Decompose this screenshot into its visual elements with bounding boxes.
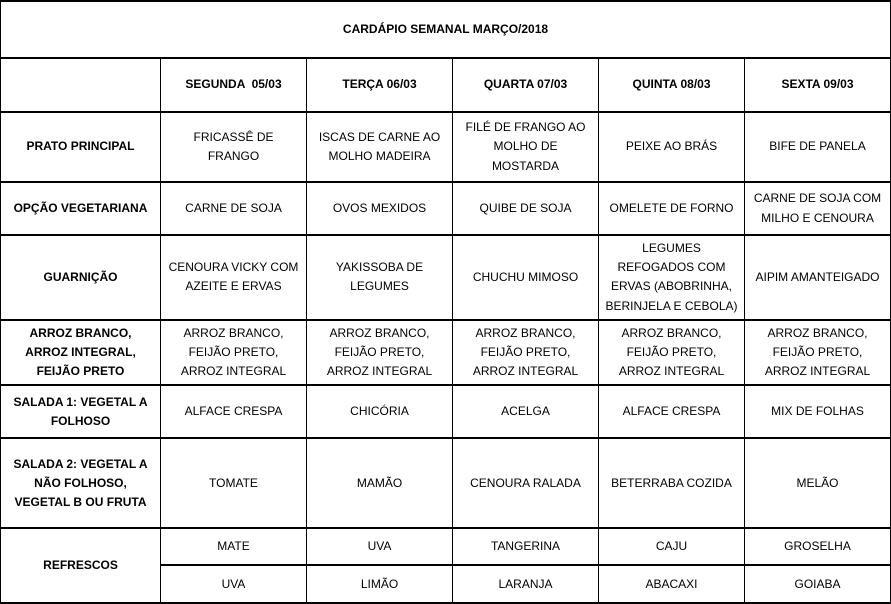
- day-header-sexta: SEXTA 09/03: [744, 57, 891, 113]
- menu-cell: ARROZ BRANCO, FEIJÃO PRETO, ARROZ INTEGR…: [306, 318, 453, 387]
- menu-cell: ARROZ BRANCO, FEIJÃO PRETO, ARROZ INTEGR…: [744, 318, 891, 387]
- row-label-opcao-vegetariana: OPÇÃO VEGETARIANA: [0, 181, 161, 236]
- menu-cell: GOIABA: [744, 564, 891, 604]
- menu-cell: LEGUMES REFOGADOS COM ERVAS (ABOBRINHA, …: [598, 234, 745, 321]
- menu-cell: MATE: [160, 527, 307, 567]
- menu-cell: ARROZ BRANCO, FEIJÃO PRETO, ARROZ INTEGR…: [160, 318, 307, 387]
- menu-cell: QUIBE DE SOJA: [452, 181, 599, 236]
- row-label-prato-principal: PRATO PRINCIPAL: [0, 111, 161, 183]
- menu-cell: CAJU: [598, 527, 745, 567]
- menu-cell: AIPIM AMANTEIGADO: [744, 234, 891, 321]
- row-label-arroz-feijao: ARROZ BRANCO, ARROZ INTEGRAL, FEIJÃO PRE…: [0, 318, 161, 387]
- menu-cell: ALFACE CRESPA: [160, 384, 307, 440]
- menu-cell: MELÃO: [744, 437, 891, 530]
- day-header-quinta: QUINTA 08/03: [598, 57, 745, 113]
- day-header-quarta: QUARTA 07/03: [452, 57, 599, 113]
- menu-cell: BIFE DE PANELA: [744, 111, 891, 183]
- menu-cell: YAKISSOBA DE LEGUMES: [306, 234, 453, 321]
- day-header-segunda: SEGUNDA 05/03: [160, 57, 307, 113]
- menu-cell: ACELGA: [452, 384, 599, 440]
- day-header-terca: TERÇA 06/03: [306, 57, 453, 113]
- menu-cell: ABACAXI: [598, 564, 745, 604]
- menu-cell: CHICÓRIA: [306, 384, 453, 440]
- menu-cell: TANGERINA: [452, 527, 599, 567]
- menu-cell: CENOURA VICKY COM AZEITE E ERVAS: [160, 234, 307, 321]
- menu-cell: CARNE DE SOJA: [160, 181, 307, 236]
- menu-cell: BETERRABA COZIDA: [598, 437, 745, 530]
- table-title: CARDÁPIO SEMANAL MARÇO/2018: [0, 0, 891, 59]
- row-label-refrescos: REFRESCOS: [0, 527, 161, 604]
- menu-cell: ALFACE CRESPA: [598, 384, 745, 440]
- menu-cell: LIMÃO: [306, 564, 453, 604]
- menu-cell: PEIXE AO BRÁS: [598, 111, 745, 183]
- menu-cell: FRICASSÊ DE FRANGO: [160, 111, 307, 183]
- menu-cell: MIX DE FOLHAS: [744, 384, 891, 440]
- menu-cell: TOMATE: [160, 437, 307, 530]
- menu-cell: OMELETE DE FORNO: [598, 181, 745, 236]
- menu-cell: CHUCHU MIMOSO: [452, 234, 599, 321]
- row-label-salada-2: SALADA 2: VEGETAL A NÃO FOLHOSO, VEGETAL…: [0, 437, 161, 530]
- menu-cell: OVOS MEXIDOS: [306, 181, 453, 236]
- menu-cell: ARROZ BRANCO, FEIJÃO PRETO, ARROZ INTEGR…: [452, 318, 599, 387]
- menu-cell: UVA: [160, 564, 307, 604]
- menu-cell: FILÉ DE FRANGO AO MOLHO DE MOSTARDA: [452, 111, 599, 183]
- menu-cell: UVA: [306, 527, 453, 567]
- menu-cell: ISCAS DE CARNE AO MOLHO MADEIRA: [306, 111, 453, 183]
- corner-cell: [0, 57, 161, 113]
- menu-cell: CARNE DE SOJA COM MILHO E CENOURA: [744, 181, 891, 236]
- menu-cell: ARROZ BRANCO, FEIJÃO PRETO, ARROZ INTEGR…: [598, 318, 745, 387]
- menu-cell: MAMÃO: [306, 437, 453, 530]
- row-label-salada-1: SALADA 1: VEGETAL A FOLHOSO: [0, 384, 161, 440]
- menu-cell: GROSELHA: [744, 527, 891, 567]
- menu-cell: CENOURA RALADA: [452, 437, 599, 530]
- menu-cell: LARANJA: [452, 564, 599, 604]
- row-label-guarnicao: GUARNIÇÃO: [0, 234, 161, 321]
